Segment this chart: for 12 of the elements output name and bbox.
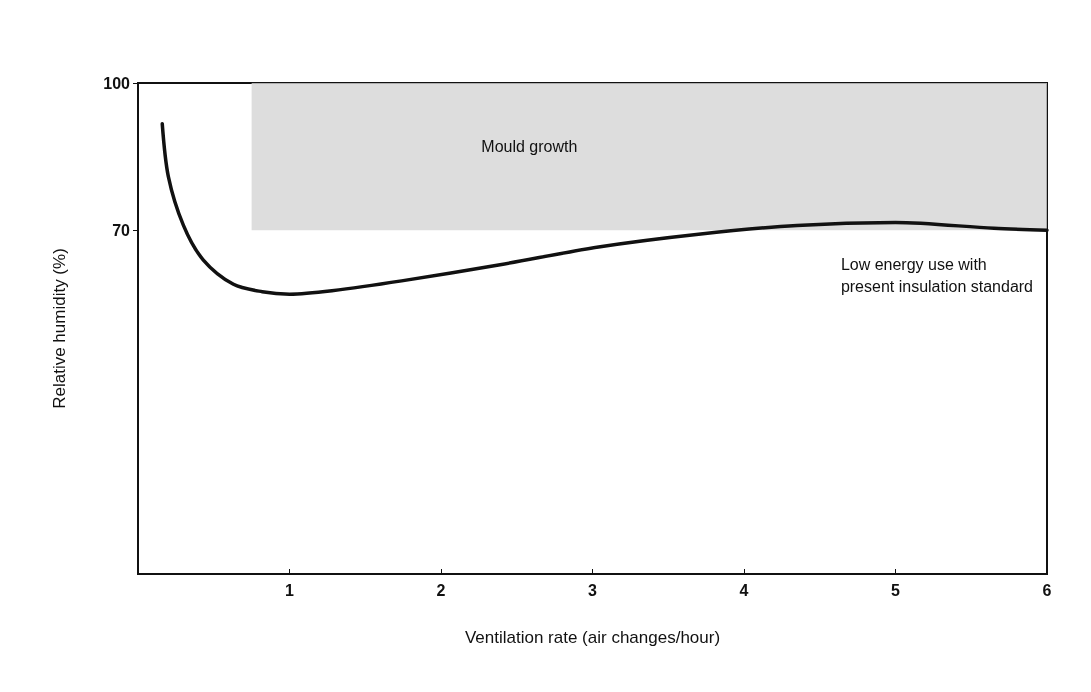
band-label: Mould growth (481, 138, 578, 156)
x-tick-label: 1 (285, 581, 295, 599)
y-tick-label: 70 (112, 221, 131, 239)
x-tick-label: 4 (739, 581, 749, 599)
x-tick-label: 3 (588, 581, 598, 599)
x-tick-label: 5 (891, 581, 901, 599)
x-tick-label: 6 (1042, 581, 1052, 599)
y-tick-label: 100 (103, 74, 131, 92)
x-tick-label: 2 (436, 581, 446, 599)
x-axis-title: Ventilation rate (air changes/hour) (464, 628, 721, 647)
y-axis-title: Relative humidity (%) (50, 248, 69, 409)
annotation: Low energy use with present insulation standard (840, 255, 1033, 295)
